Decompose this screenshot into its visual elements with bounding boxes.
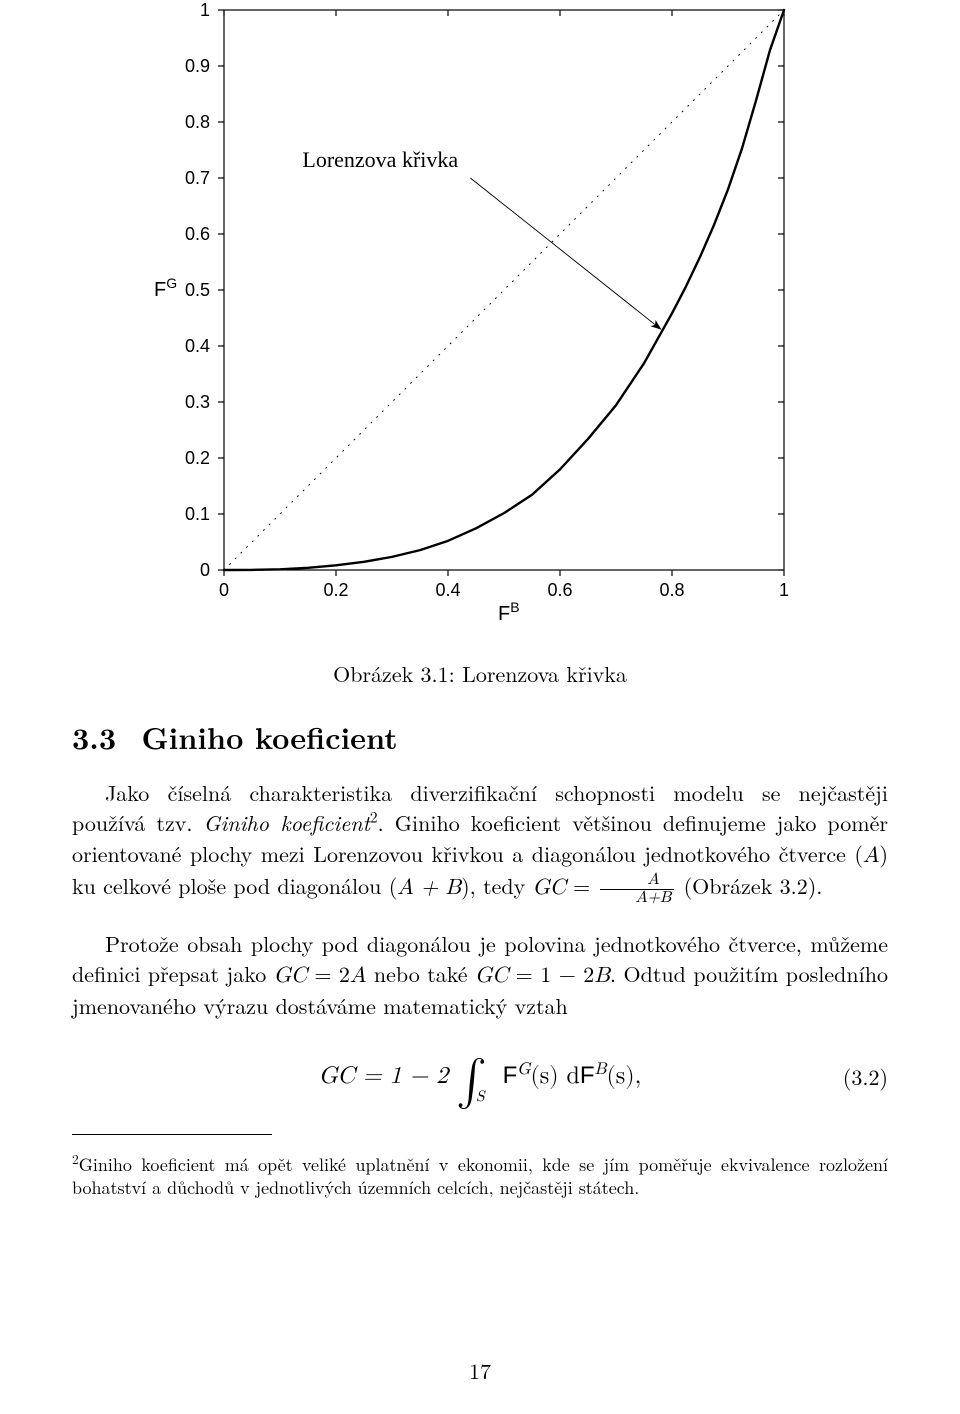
text: = 2: [307, 958, 350, 989]
svg-text:0.1: 0.1: [185, 504, 210, 524]
eq-sup-G: G: [517, 1061, 530, 1078]
math-GC: GC: [475, 965, 508, 987]
lorenz-figure: 0 0.2 0.4 0.6 0.8 1 0 0.1 0.2 0.3 0.4 0.5 0.6 0.7 0.8 0…: [72, 0, 888, 640]
display-equation-row: GC = 1 − 2 ∫S FG(s) dFB(s), (3.2): [72, 1044, 888, 1110]
svg-text:Lorenzova křivka: Lorenzova křivka: [302, 147, 458, 172]
paragraph-intro: Jako číselná charakteristika diverzifika…: [72, 778, 888, 907]
svg-text:0.2: 0.2: [323, 580, 348, 600]
text: nebo také: [366, 958, 475, 989]
svg-text:0: 0: [200, 560, 210, 580]
fraction-denominator: A+B: [600, 889, 675, 907]
math-GC: GC: [274, 965, 307, 987]
eq-arg2: (s),: [606, 1064, 641, 1088]
svg-text:1: 1: [200, 0, 210, 20]
svg-text:0.5: 0.5: [185, 280, 210, 300]
eq-F1: F: [503, 1062, 518, 1089]
eq-d: d: [559, 1064, 580, 1088]
section-heading: 3.3 Giniho koeficient: [72, 715, 888, 758]
footnote-text: Giniho koeficient má opět veliké uplatně…: [72, 1152, 888, 1200]
math-A-plus-B: A + B: [397, 877, 461, 899]
eq-sup-B: B: [595, 1061, 607, 1078]
svg-text:FB: FB: [498, 599, 520, 625]
svg-text:0.8: 0.8: [659, 580, 684, 600]
equation-number: (3.2): [843, 1061, 888, 1092]
footnote-ref: 2: [370, 807, 378, 828]
math-GC: GC: [533, 877, 566, 899]
svg-text:0.6: 0.6: [547, 580, 572, 600]
svg-text:0.3: 0.3: [185, 392, 210, 412]
fraction-numerator: A: [600, 872, 675, 889]
text: =: [566, 870, 598, 901]
lorenz-chart-svg: 0 0.2 0.4 0.6 0.8 1 0 0.1 0.2 0.3 0.4 0.5 0.6 0.7 0.8 0…: [74, 0, 834, 640]
section-title: Giniho koeficient: [142, 715, 398, 758]
svg-text:FG: FG: [154, 275, 177, 301]
eq-F2: F: [580, 1062, 595, 1089]
eq-arg1: (s): [530, 1064, 558, 1088]
fraction: AA+B: [600, 872, 675, 907]
figure-caption: Obrázek 3.1: Lorenzova křivka: [72, 658, 888, 689]
svg-text:0.7: 0.7: [185, 168, 210, 188]
svg-text:1: 1: [779, 580, 789, 600]
math-A: A: [350, 965, 367, 987]
svg-text:0.6: 0.6: [185, 224, 210, 244]
text: = 1 − 2: [508, 958, 594, 989]
svg-text:0.8: 0.8: [185, 112, 210, 132]
svg-text:0.9: 0.9: [185, 56, 210, 76]
svg-text:0.2: 0.2: [185, 448, 210, 468]
footnote-rule: [72, 1134, 272, 1135]
math-A: A: [863, 845, 880, 867]
svg-text:0.4: 0.4: [185, 336, 210, 356]
gini-term: Giniho koeficient: [204, 807, 370, 838]
paragraph-definition: Protože obsah plochy pod diagonálou je p…: [72, 929, 888, 1022]
eq-lhs: GC = 1 − 2: [319, 1064, 448, 1088]
text: ), tedy: [461, 870, 533, 901]
svg-text:0.4: 0.4: [435, 580, 460, 600]
display-equation: GC = 1 − 2 ∫S FG(s) dFB(s),: [319, 1062, 642, 1091]
footnote: 2Giniho koeficient má opět veliké uplatn…: [72, 1153, 888, 1200]
footnote-mark: 2: [72, 1149, 79, 1168]
svg-text:0: 0: [219, 580, 229, 600]
text: (Obrázek 3.2).: [676, 870, 822, 901]
section-number: 3.3: [72, 715, 130, 758]
page-number: 17: [0, 1355, 960, 1386]
math-B: B: [594, 965, 610, 987]
